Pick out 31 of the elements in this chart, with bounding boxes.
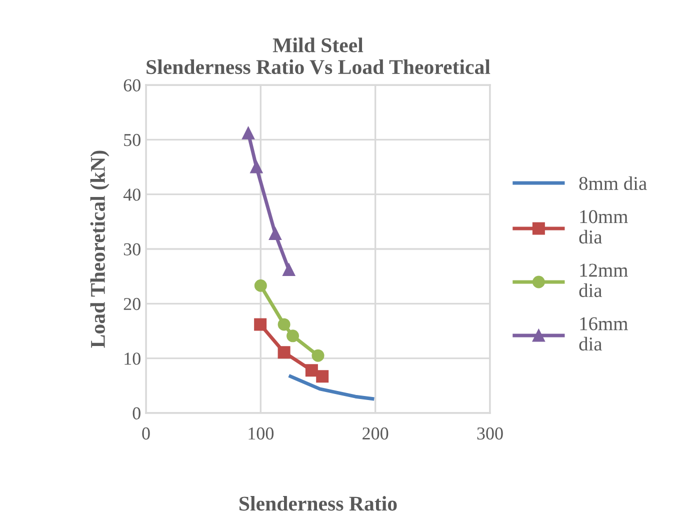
point [286,330,300,342]
point [254,318,267,331]
x-tick-label: 100 [248,427,274,440]
legend-label: 12mm dia [579,264,628,298]
x-tick-label: 0 [142,427,150,440]
point [278,346,290,359]
legend-label: 10mm dia [579,210,628,244]
y-tick-label: 0 [132,407,140,420]
x-axis-title: Slenderness Ratio [240,496,397,511]
y-tick-label: 50 [124,134,140,146]
point [305,364,318,377]
point [278,318,290,331]
point [242,126,255,140]
line-series [288,374,374,401]
point [250,160,263,174]
x-tick-label: 300 [477,427,503,440]
point [312,349,324,362]
legend-label: 8mm dia [579,176,647,190]
point [268,227,282,240]
y-tick-label: 40 [123,188,140,201]
point [282,264,296,276]
point [254,279,267,292]
y-tick-label: 10 [124,352,140,365]
y-axis-title: Load Theoretical (kN) [90,150,110,348]
y-tick-label: 30 [124,243,140,256]
y-tick-label: 20 [124,298,140,310]
chart-title: Mild Steel Slenderness Ratio Vs Load Theoretical [146,38,490,74]
x-tick-label: 200 [362,427,388,440]
point [316,370,329,383]
legend-label: 16mm dia [579,317,628,351]
y-tick-label: 60 [124,79,140,92]
